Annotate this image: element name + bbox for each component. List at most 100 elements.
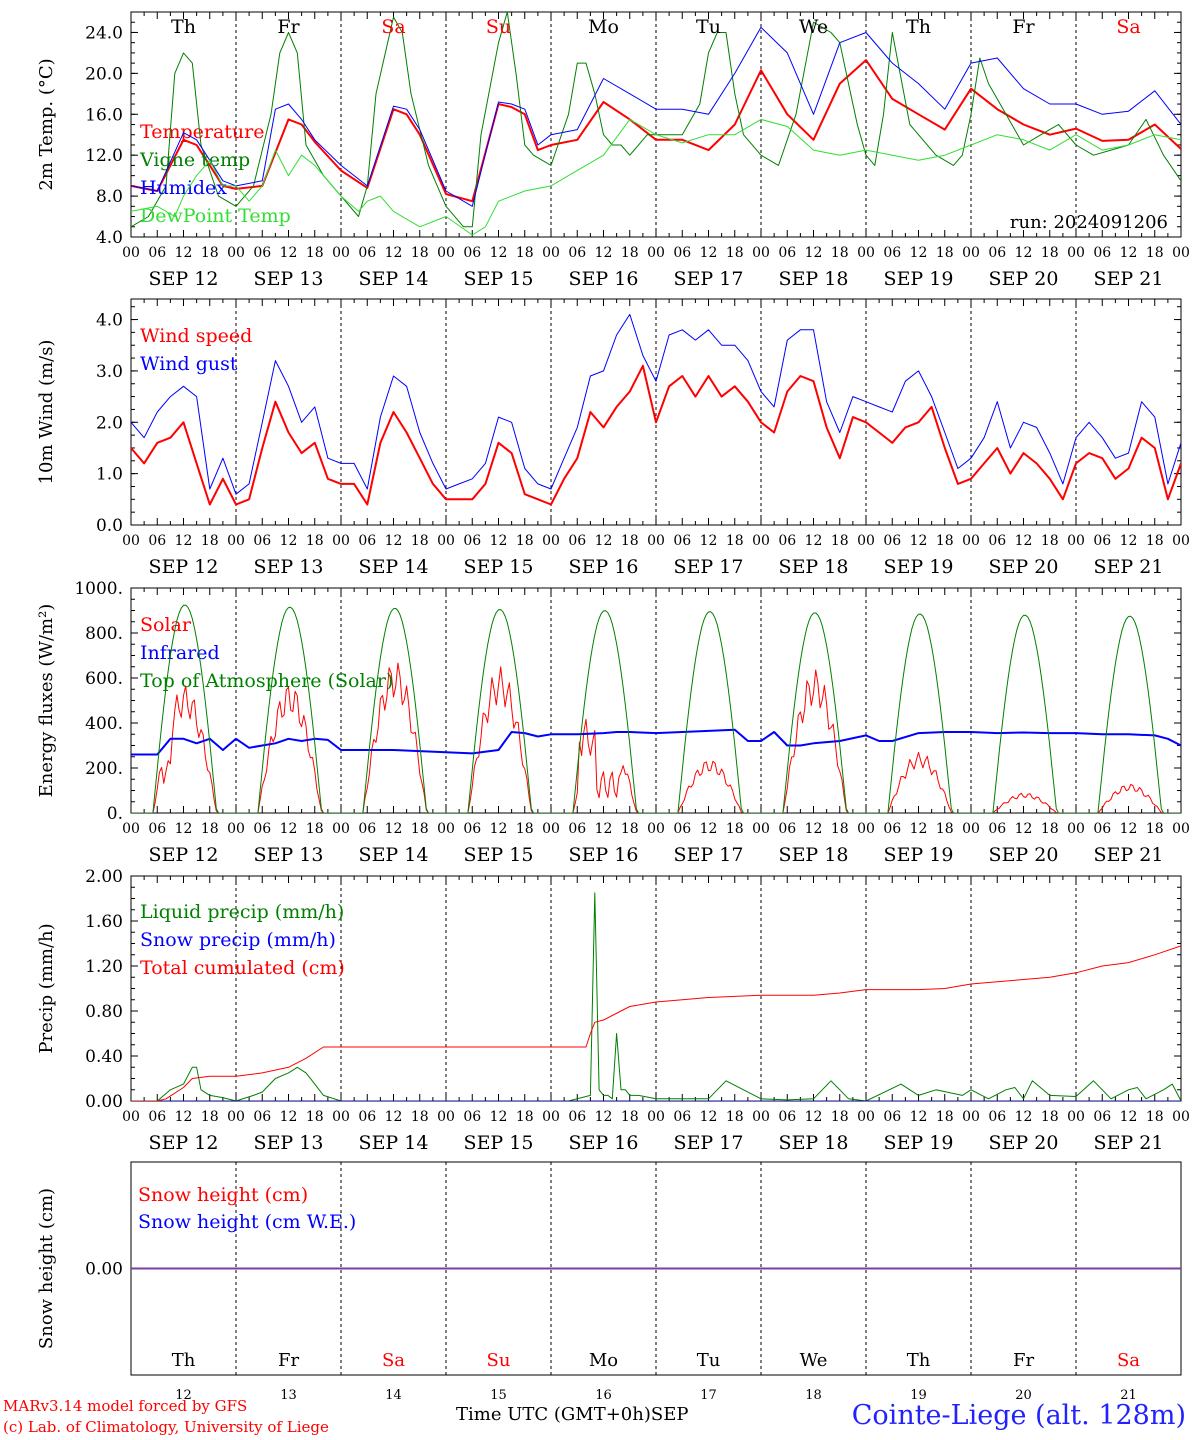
hour-tick-label: 18: [306, 821, 324, 837]
hour-tick-label: 12: [385, 533, 403, 549]
weekday-label-top: Sa: [1116, 16, 1140, 38]
hour-tick-label: 06: [358, 1109, 376, 1125]
hour-tick-label: 12: [910, 1109, 928, 1125]
hour-tick-label: 12: [805, 821, 823, 837]
hour-tick-label: 00: [857, 1109, 875, 1125]
hour-tick-label: 12: [175, 821, 193, 837]
weekday-label-top: Su: [486, 16, 511, 38]
hour-tick-label: 18: [726, 1109, 744, 1125]
weekday-label-top: Sa: [381, 16, 405, 38]
hour-tick-label: 12: [175, 245, 193, 261]
hour-tick-label: 00: [857, 533, 875, 549]
legend-entry: Humidex: [140, 177, 227, 199]
date-label: SEP 20: [989, 1132, 1059, 1154]
day-number-label: 18: [805, 1388, 822, 1403]
hour-tick-label: 18: [1146, 245, 1164, 261]
y-tick-label: 2.00: [85, 867, 123, 887]
hour-tick-label: 06: [883, 533, 901, 549]
hour-tick-label: 06: [148, 821, 166, 837]
hour-tick-label: 18: [621, 245, 639, 261]
hour-tick-label: 00: [227, 245, 245, 261]
y-tick-label: 16.0: [85, 105, 123, 125]
panel-2: 00 06 12 18 SEP 12 00 06 12 18 SEP 13 00 06 12 18 SEP …: [36, 298, 1190, 578]
date-label: SEP 21: [1094, 1132, 1164, 1154]
hour-tick-label: 12: [700, 821, 718, 837]
plot-frame: [130, 587, 1182, 814]
y-tick-label: 0.40: [85, 1047, 123, 1067]
legend-entry: Wind speed: [140, 325, 252, 347]
hour-tick-label: 00: [122, 1109, 140, 1125]
legend-entry: Temperature: [140, 121, 264, 143]
weekday-label-bottom: Th: [172, 1350, 196, 1371]
legend-entry: Snow height (cm W.E.): [138, 1211, 356, 1233]
hour-tick-label: 12: [700, 245, 718, 261]
hour-tick-label: 00: [1067, 821, 1085, 837]
hour-tick-label: 18: [1041, 533, 1059, 549]
hour-tick-label: 12: [910, 245, 928, 261]
day-number-label: 13: [280, 1388, 297, 1403]
hour-tick-label: 00: [1172, 533, 1190, 549]
hour-tick-label: 06: [883, 1109, 901, 1125]
hour-tick-label: 06: [1093, 245, 1111, 261]
hour-tick-label: 12: [490, 1109, 508, 1125]
hour-tick-label: 18: [831, 821, 849, 837]
x-axis-month: SEP: [650, 1404, 689, 1425]
hour-tick-label: 00: [542, 1109, 560, 1125]
y-axis-label: Energy fluxes (W/m²): [36, 604, 57, 798]
date-label: SEP 13: [254, 556, 324, 578]
station-name: Cointe-Liege (alt. 128m): [851, 1400, 1186, 1431]
y-axis-label: Precip (mm/h): [36, 923, 57, 1053]
hour-tick-label: 00: [122, 821, 140, 837]
series-line-1-2: [131, 12, 1181, 228]
hour-tick-label: 12: [280, 1109, 298, 1125]
hour-tick-label: 00: [122, 245, 140, 261]
day-number-label: 15: [490, 1388, 507, 1403]
date-label: SEP 14: [359, 556, 429, 578]
date-label: SEP 20: [989, 844, 1059, 866]
hour-tick-label: 06: [568, 533, 586, 549]
date-label: SEP 17: [674, 844, 744, 866]
hour-tick-label: 06: [1093, 533, 1111, 549]
hour-tick-label: 00: [857, 821, 875, 837]
day-number-label: 16: [595, 1388, 612, 1403]
weekday-label-bottom: Fr: [1013, 1350, 1034, 1371]
hour-tick-label: 00: [1067, 245, 1085, 261]
hour-tick-label: 06: [673, 533, 691, 549]
hour-tick-label: 12: [280, 245, 298, 261]
weekday-label-bottom: Sa: [1117, 1350, 1140, 1371]
hour-tick-label: 12: [700, 533, 718, 549]
hour-tick-label: 18: [201, 821, 219, 837]
date-label: SEP 19: [884, 556, 954, 578]
hour-tick-label: 00: [1172, 245, 1190, 261]
date-label: SEP 21: [1094, 844, 1164, 866]
series-line-1-1: [131, 59, 1181, 203]
panel-5: 0.00 Snow height (cm) Snow height (cm) Snow…: [36, 1161, 1182, 1403]
hour-tick-label: 12: [175, 1109, 193, 1125]
y-tick-label: 600.: [85, 669, 123, 689]
date-label: SEP 19: [884, 268, 954, 290]
hour-tick-label: 18: [1146, 533, 1164, 549]
legend-entry: Solar: [140, 614, 192, 636]
weekday-label-bottom: Th: [907, 1350, 931, 1371]
y-tick-label: 0.80: [85, 1002, 123, 1022]
date-label: SEP 17: [674, 268, 744, 290]
hour-tick-label: 18: [516, 245, 534, 261]
hour-tick-label: 18: [306, 245, 324, 261]
hour-tick-label: 12: [595, 1109, 613, 1125]
hour-tick-label: 18: [201, 245, 219, 261]
legend-entry: Liquid precip (mm/h): [140, 901, 344, 923]
hour-tick-label: 00: [962, 533, 980, 549]
hour-tick-label: 12: [490, 533, 508, 549]
hour-tick-label: 18: [936, 821, 954, 837]
y-tick-label: 1.20: [85, 957, 123, 977]
hour-tick-label: 00: [542, 245, 560, 261]
y-tick-label: 0.: [107, 804, 123, 824]
hour-tick-label: 06: [778, 533, 796, 549]
date-label: SEP 17: [674, 556, 744, 578]
date-label: SEP 21: [1094, 556, 1164, 578]
legend-entry: Infrared: [140, 642, 220, 664]
hour-tick-label: 18: [621, 533, 639, 549]
date-label: SEP 12: [149, 268, 219, 290]
hour-tick-label: 06: [673, 1109, 691, 1125]
hour-tick-label: 18: [306, 533, 324, 549]
